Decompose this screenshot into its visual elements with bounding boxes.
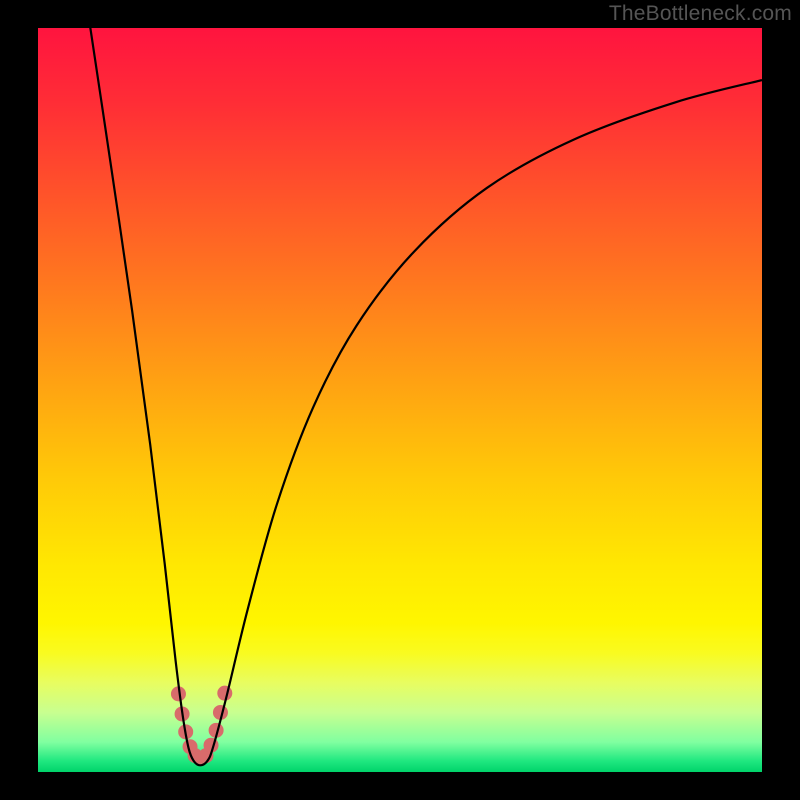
watermark-text: TheBottleneck.com [609, 2, 792, 26]
bottleneck-chart [0, 0, 800, 800]
gradient-background [38, 28, 762, 772]
trough-marker [217, 686, 232, 701]
chart-root: { "meta": { "watermark": "TheBottleneck.… [0, 0, 800, 800]
